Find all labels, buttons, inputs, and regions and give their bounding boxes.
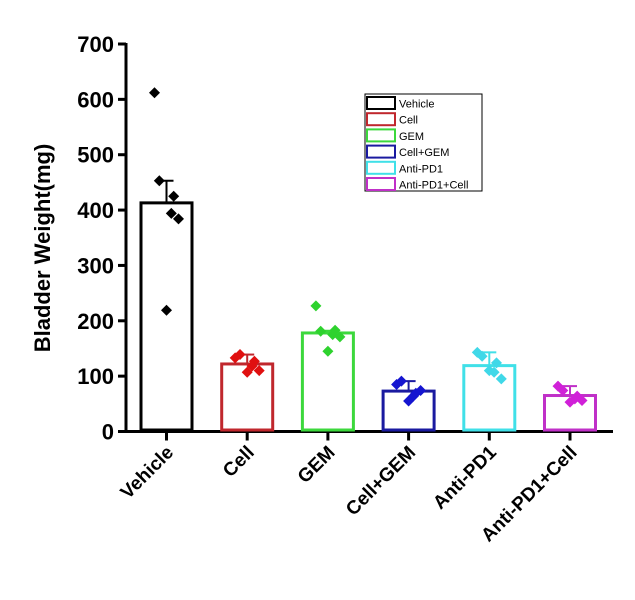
data-point [234,349,246,361]
data-point [153,175,165,187]
y-tick-label: 400 [77,198,114,223]
y-tick-label: 500 [77,143,114,168]
legend: Vehicle Cell GEM Cell+GEM Anti-PD1 Anti-PD1+C… [364,93,483,192]
x-tick-label: Anti-PD1 [429,442,501,514]
bar-gem [300,331,355,432]
data-point [173,213,184,225]
legend-swatch [366,160,396,175]
bar-cell [220,362,275,432]
data-point [315,325,327,337]
legend-box [364,93,483,192]
data-point [253,365,265,377]
data-point [576,395,588,406]
data-point [161,304,172,316]
legend-label: Vehicle [399,99,434,111]
data-point [165,207,177,219]
data-point [395,375,407,387]
y-tick-label: 0 [102,420,114,445]
legend-label: Cell+GEM [399,147,449,159]
x-tick-label: Vehicle [117,442,178,503]
data-point [495,373,507,385]
data-point [491,357,502,369]
x-tick-label: Cell [219,442,258,481]
y-tick-label: 700 [77,32,114,57]
y-tick-label: 300 [77,253,114,278]
legend-label: Cell [399,115,418,127]
data-point [149,87,160,99]
bar-cell-gem [381,389,436,432]
y-axis-label: Bladder Weight(mg) [30,144,55,353]
y-tick-label: 100 [77,364,114,389]
data-point [557,385,569,397]
data-point [168,190,180,202]
legend-swatch [366,128,396,143]
legend-swatch [366,112,396,127]
y-tick-label: 200 [77,309,114,334]
legend-label: Anti-PD1+Cell [399,180,468,192]
data-point [310,300,322,312]
legend-swatch [366,177,396,191]
legend-swatch [366,144,396,159]
data-point [476,350,488,362]
x-tick-labels: Vehicle Cell GEM Cell+GEM Anti-PD1Anti-PD1+C… [117,442,582,546]
data-point [564,396,576,408]
data-point [334,331,346,343]
bars [139,87,597,432]
x-tick-label: Cell+GEM [342,442,420,520]
axes: 0 100 200 300 400 500 600 700 [77,32,613,445]
legend-label: GEM [399,131,424,143]
bar-anti-pd1-cell [543,394,597,432]
data-point [403,395,415,407]
data-point [415,385,427,397]
data-point [483,365,495,377]
y-tick-label: 600 [77,87,114,112]
data-point [322,345,334,357]
legend-label: Anti-PD1 [399,163,443,175]
data-point [241,366,253,378]
x-tick-label: GEM [294,442,339,487]
bar-vehicle [139,201,194,432]
legend-swatch [366,96,396,110]
